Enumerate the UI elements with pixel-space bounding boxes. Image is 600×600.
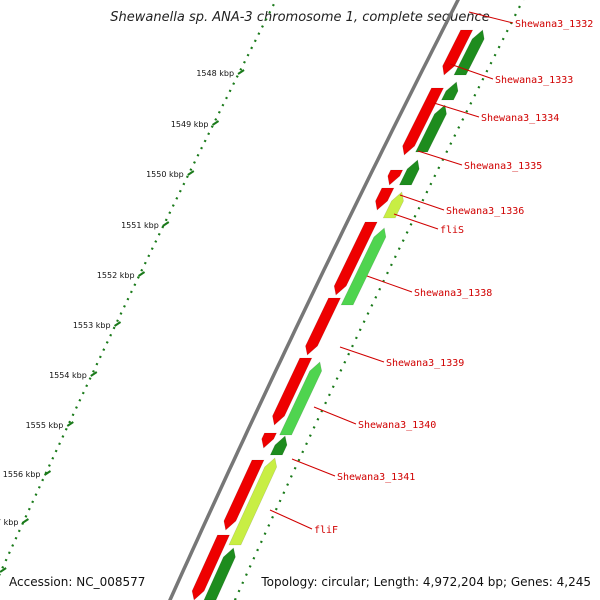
gene-feature-arrow [272, 357, 313, 426]
gene-label-layer: Shewana3_1332 Shewana3_1333 Shewana3_1334 S… [269, 11, 593, 536]
scale-tick-mark [162, 221, 170, 227]
scale-tick-label: 1557 kbp [0, 518, 18, 527]
gene-feature-arrow [305, 297, 341, 356]
scale-tick-label: 1556 kbp [3, 470, 41, 479]
gene-feature-arrow [453, 29, 485, 76]
gene-feature-arrow [333, 221, 378, 296]
gene-feature-arrow [191, 534, 230, 600]
gene-label-leader-line [339, 346, 385, 363]
gene-label-leader-line [313, 406, 357, 425]
gene-label: Shewana3_1336 [446, 206, 524, 217]
gene-label: fliF [314, 525, 338, 536]
scale-tick-label: 1551 kbp [121, 221, 159, 230]
gene-label: Shewana3_1332 [515, 19, 593, 30]
gene-feature-arrow [228, 457, 278, 546]
gene-label: Shewana3_1340 [358, 420, 436, 431]
gene-label-leader-line [433, 102, 480, 118]
feature-layer [191, 29, 485, 600]
scale-tick-layer: 1548 kbp 1549 kbp 1550 kbp 1551 kbp 1552 kbp… [0, 69, 245, 573]
gene-feature-arrow [387, 169, 404, 186]
gene-label-leader-line [399, 194, 445, 211]
gene-label: Shewana3_1335 [464, 161, 542, 172]
gene-feature-arrow [203, 547, 236, 600]
gene-label-leader-line [449, 63, 494, 80]
gene-feature-arrow [340, 227, 387, 306]
gene-feature-arrow [223, 459, 265, 531]
scale-tick-mark [0, 567, 7, 573]
outer-dotted-line [233, 0, 525, 600]
scale-tick-mark [137, 271, 146, 277]
backbone-layer [0, 0, 525, 600]
gene-label: Shewana3_1339 [386, 358, 464, 369]
scale-tick-label: 1552 kbp [97, 271, 135, 280]
scale-tick-mark [211, 120, 220, 126]
scale-tick-label: 1549 kbp [171, 120, 209, 129]
scale-tick-mark [21, 518, 29, 524]
gene-label: Shewana3_1333 [495, 75, 573, 86]
scale-tick-mark [66, 421, 74, 427]
gene-label-leader-line [468, 11, 514, 24]
gene-feature-arrow [441, 81, 459, 101]
scale-dotted-line [0, 0, 278, 577]
scale-tick-label: 1550 kbp [146, 170, 184, 179]
gene-label-leader-line [269, 509, 313, 530]
gene-feature-arrow [375, 187, 395, 211]
gene-feature-arrow [398, 159, 420, 186]
gene-label-leader-line [393, 213, 439, 230]
scale-tick-mark [90, 371, 98, 377]
scale-tick-label: 1555 kbp [26, 421, 64, 430]
scale-tick-mark [237, 69, 245, 75]
accession-text: Accession: NC_008577 [9, 575, 146, 589]
scale-tick-mark [43, 470, 52, 476]
gene-label: Shewana3_1338 [414, 288, 492, 299]
gene-label-leader-line [417, 150, 463, 166]
scale-tick-mark [113, 321, 122, 327]
scale-tick-label: 1553 kbp [73, 321, 111, 330]
gene-label: Shewana3_1341 [337, 472, 415, 483]
gene-feature-arrow [269, 435, 288, 456]
topology-text: Topology: circular; Length: 4,972,204 bp… [261, 575, 591, 589]
gene-label: Shewana3_1334 [481, 113, 559, 124]
scale-tick-mark [187, 170, 195, 176]
gene-feature-arrow [279, 361, 323, 436]
gene-label-leader-line [366, 275, 413, 293]
gene-label: fliS [440, 225, 464, 236]
gene-feature-arrow [382, 191, 404, 219]
gene-label-leader-line [291, 458, 336, 477]
gene-feature-arrow [261, 432, 277, 449]
scale-tick-label: 1548 kbp [196, 69, 234, 78]
backbone-line [168, 0, 460, 600]
gene-feature-arrow [402, 87, 444, 156]
map-title: Shewanella sp. ANA-3 chromosome 1, compl… [110, 10, 490, 25]
scale-tick-label: 1554 kbp [49, 371, 87, 380]
